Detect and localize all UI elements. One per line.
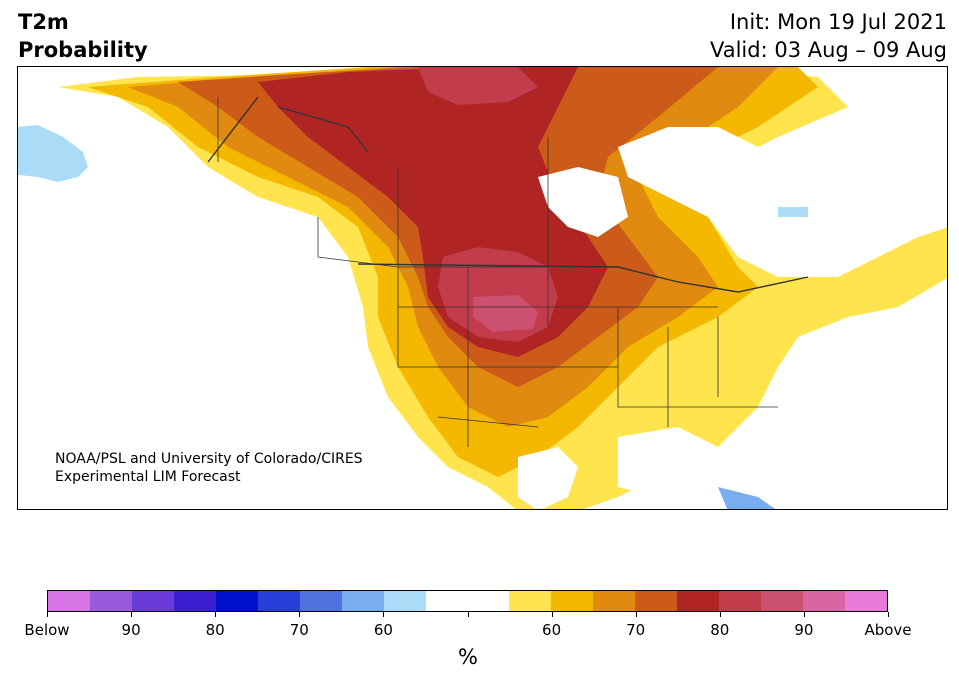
- colorbar-tick: [635, 612, 637, 617]
- colorbar-tick-label: 80: [205, 621, 225, 639]
- colorbar-tick: [551, 612, 553, 617]
- colorbar-swatch: [383, 591, 426, 611]
- colorbar-tick-label: 70: [626, 621, 646, 639]
- alaska-region: [18, 79, 208, 219]
- colorbar-swatch: [803, 591, 846, 611]
- colorbar-tick-label: 80: [710, 621, 730, 639]
- credit-line-2: Experimental LIM Forecast: [55, 469, 241, 485]
- state-borders: [217, 97, 778, 447]
- colorbar-tick: [215, 612, 217, 617]
- init-date: Init: Mon 19 Jul 2021: [729, 10, 947, 34]
- colorbar-swatch: [173, 591, 216, 611]
- colorbar-tick-label: 90: [794, 621, 814, 639]
- colorbar-swatch: [131, 591, 174, 611]
- colorbar-swatch: [299, 591, 342, 611]
- colorbar-tick-label: 60: [373, 621, 393, 639]
- colorbar-tick: [719, 612, 721, 617]
- title-type: Probability: [18, 38, 148, 62]
- caribbean-blue: [718, 487, 776, 509]
- national-borders: [207, 96, 809, 293]
- colorbar-swatch: [719, 591, 762, 611]
- credit-line-1: NOAA/PSL and University of Colorado/CIRE…: [55, 451, 363, 467]
- arctic-magenta: [418, 67, 538, 105]
- colorbar-tick: [383, 612, 385, 617]
- alaska-blue: [18, 125, 88, 182]
- colorbar-swatch: [845, 591, 888, 611]
- colorbar-swatch: [551, 591, 594, 611]
- valid-range: Valid: 03 Aug – 09 Aug: [709, 38, 947, 62]
- colorbar-center-tick: [467, 612, 469, 617]
- colorbar-tick-label: Above: [864, 621, 912, 639]
- colorbar-tick: [803, 612, 805, 617]
- mexico-white: [518, 447, 578, 509]
- colorbar-tick: [299, 612, 301, 617]
- chart-title: T2m Probability: [18, 8, 148, 64]
- colorbar-swatch: [89, 591, 132, 611]
- colorbar-swatch: [509, 591, 552, 611]
- colorbar-tick-label: 90: [121, 621, 141, 639]
- colorbar-swatch: [215, 591, 258, 611]
- greenland-water: [778, 207, 808, 217]
- colorbar-swatch: [635, 591, 678, 611]
- pink-core: [473, 295, 538, 332]
- colorbar-tick-label: Below: [24, 621, 70, 639]
- colorbar-swatch: [593, 591, 636, 611]
- forecast-credit: NOAA/PSL and University of Colorado/CIRE…: [55, 450, 363, 486]
- colorbar-tick-label: 70: [289, 621, 309, 639]
- quebec-region: [618, 127, 858, 277]
- colorbar-swatch: [48, 591, 90, 611]
- colorbar-swatch: [677, 591, 720, 611]
- title-variable: T2m: [18, 10, 69, 34]
- hudson-bay: [538, 167, 628, 237]
- colorbar-swatch: [425, 591, 468, 611]
- forecast-dates: Init: Mon 19 Jul 2021 Valid: 03 Aug – 09…: [710, 8, 947, 64]
- colorbar-swatch: [761, 591, 804, 611]
- colorbar-tick: [47, 612, 48, 617]
- colorbar-swatch: [467, 591, 510, 611]
- colorbar-tick: [131, 612, 133, 617]
- probability-map: [17, 66, 948, 510]
- colorbar-tick: [888, 612, 889, 617]
- colorbar-unit: %: [458, 645, 478, 669]
- colorbar-swatch: [257, 591, 300, 611]
- colorbar: [47, 590, 888, 612]
- colorbar-tick-label: 60: [542, 621, 562, 639]
- gulf-white: [618, 427, 718, 497]
- colorbar-swatch: [341, 591, 384, 611]
- map-canvas: [18, 67, 947, 509]
